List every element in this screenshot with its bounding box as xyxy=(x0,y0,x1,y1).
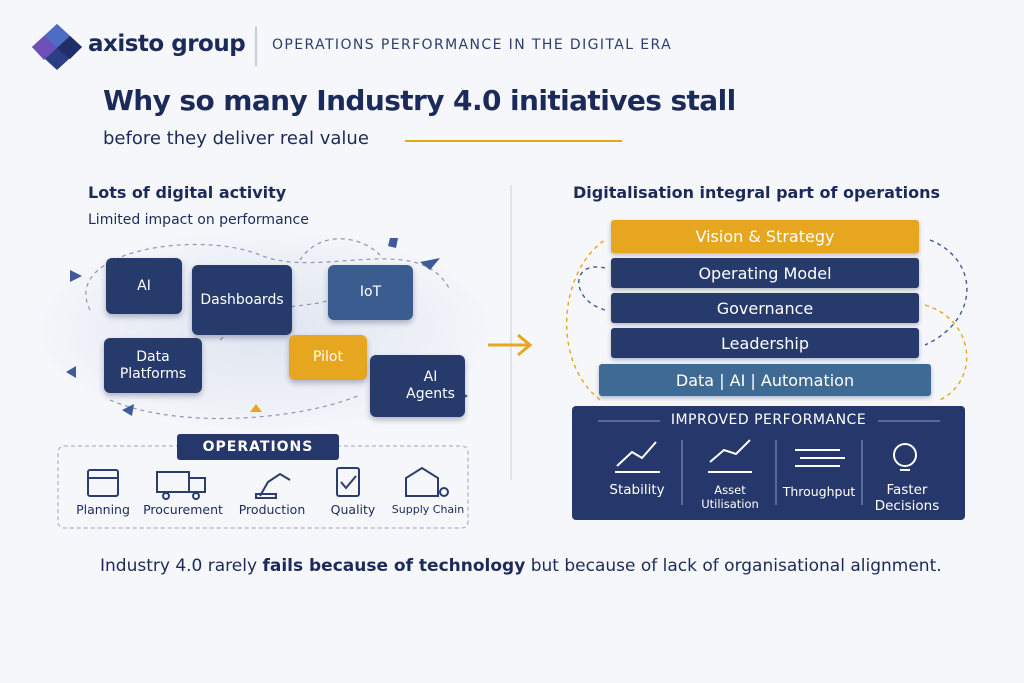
left-heading: Lots of digital activity xyxy=(88,183,287,202)
conclusion: Industry 4.0 rarely fails because of tec… xyxy=(100,556,942,576)
layer: Governance xyxy=(611,293,919,323)
tile: IoT xyxy=(328,265,413,320)
performance-icons xyxy=(615,439,917,473)
tile: Pilot xyxy=(289,335,367,380)
title: Why so many Industry 4.0 initiatives sta… xyxy=(103,84,736,117)
logo xyxy=(32,24,82,70)
conclusion-text: but because of lack of organisational al… xyxy=(525,556,942,576)
tile: AI xyxy=(106,258,182,314)
operation: Planning xyxy=(76,502,130,517)
performance-item: Faster Decisions xyxy=(874,482,940,515)
performance-item: Asset Utilisation xyxy=(701,483,759,511)
right-heading: Digitalisation integral part of operatio… xyxy=(573,183,940,202)
tile: Data Platforms xyxy=(104,338,202,393)
operation: Supply Chain xyxy=(391,503,465,516)
operations-label: OPERATIONS xyxy=(177,434,339,460)
tile: AI Agents xyxy=(370,355,465,417)
operation: Production xyxy=(238,502,306,517)
operations-icons xyxy=(87,466,449,500)
layer: Leadership xyxy=(611,328,919,358)
layer: Vision & Strategy xyxy=(611,220,919,253)
conclusion-text: Industry 4.0 rarely xyxy=(100,556,263,576)
layer: Operating Model xyxy=(611,258,919,288)
conclusion-emphasis: fails because of technology xyxy=(262,556,526,576)
left-subheading: Limited impact on performance xyxy=(88,212,309,228)
performance-item: Throughput xyxy=(782,484,856,499)
performance-item: Stability xyxy=(609,482,665,498)
tile: Dashboards xyxy=(192,265,292,335)
performance-label: IMPROVED PERFORMANCE xyxy=(670,412,867,428)
layer: Data | AI | Automation xyxy=(599,364,931,396)
operation: Procurement xyxy=(143,502,223,517)
brand: axisto group xyxy=(88,31,246,57)
subtitle: before they deliver real value xyxy=(103,128,369,149)
tagline: OPERATIONS PERFORMANCE IN THE DIGITAL ER… xyxy=(272,37,673,53)
operation: Quality xyxy=(330,502,376,517)
